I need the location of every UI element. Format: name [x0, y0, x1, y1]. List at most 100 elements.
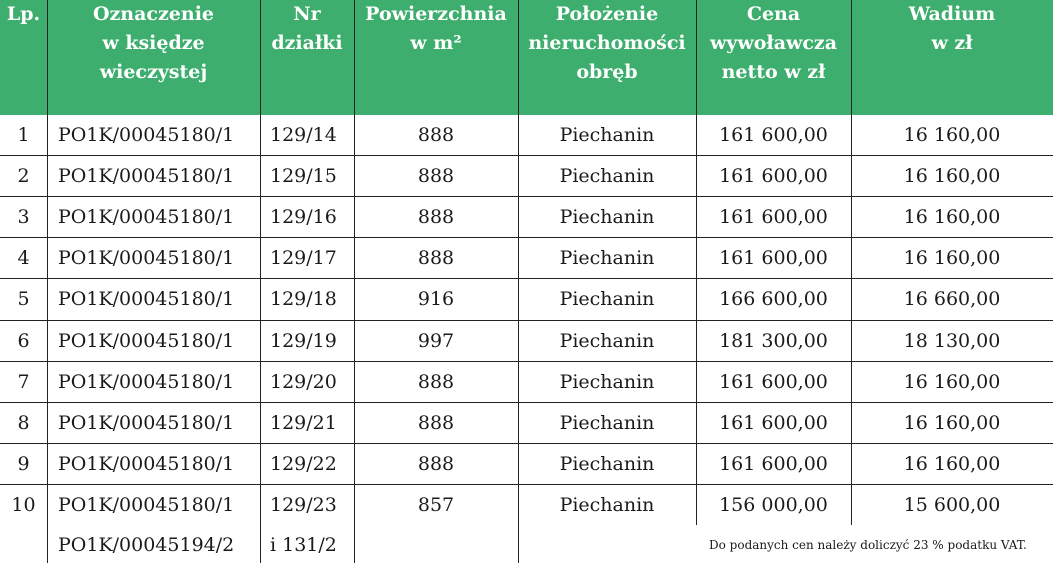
- header-obreb-line2: nieruchomości: [528, 32, 686, 54]
- cell-obreb: Piechanin: [559, 288, 655, 311]
- header-ksiega-line1: Oznaczenie: [92, 3, 215, 25]
- header-obreb-line1: Położenie: [555, 3, 659, 25]
- grid-vline: [47, 0, 48, 563]
- header-nr-line2: działki: [271, 32, 343, 54]
- header-cena-line2: wywoławcza: [709, 32, 838, 54]
- cell-nr: 129/21: [270, 411, 337, 434]
- cell-ksiega: PO1K/00045180/1: [58, 288, 235, 311]
- cell-lp: 9: [17, 452, 30, 475]
- header-wadium: Wadium w zł: [851, 0, 1053, 115]
- cell-nr: 129/18: [270, 288, 337, 311]
- cell-obreb: Piechanin: [559, 411, 655, 434]
- cell-obreb: Piechanin: [559, 165, 655, 188]
- cell-pow: 888: [417, 452, 455, 475]
- grid-hline: [0, 155, 1053, 156]
- cell-cena: 166 600,00: [719, 288, 828, 311]
- cell-lp: 4: [17, 247, 30, 270]
- cell-ksiega: PO1K/00045180/1: [58, 206, 235, 229]
- cell-lp: 7: [17, 370, 30, 393]
- grid-vline: [851, 0, 852, 525]
- cell-nr: 129/14: [270, 124, 337, 146]
- header-pow-line1: Powierzchnia: [365, 3, 507, 25]
- cell-wadium: 16 160,00: [903, 206, 1001, 229]
- cell-cena: 161 600,00: [719, 411, 828, 434]
- header-wadium-line1: Wadium: [908, 3, 996, 25]
- cell-cena: 161 600,00: [719, 206, 828, 229]
- cell-ksiega: PO1K/00045180/1: [58, 165, 235, 188]
- cell-pow: 888: [417, 206, 455, 229]
- cell-ksiega: PO1K/00045180/1: [58, 370, 235, 393]
- cell-nr: 129/17: [270, 247, 337, 270]
- cell-cena: 161 600,00: [719, 247, 828, 270]
- header-pow: Powierzchnia w m²: [354, 0, 518, 115]
- grid-vline: [354, 0, 355, 563]
- header-obreb-line3: obręb: [576, 61, 638, 83]
- cell-pow: 916: [417, 288, 455, 311]
- cell-lp: 10: [11, 493, 36, 516]
- header-cena-line3: netto w zł: [721, 61, 826, 83]
- header-wadium-line2: w zł: [931, 32, 973, 54]
- cell-obreb: Piechanin: [559, 370, 655, 393]
- cell-obreb: Piechanin: [559, 329, 655, 352]
- cell-ksiega: PO1K/00045180/1: [58, 493, 235, 516]
- cell-wadium: 18 130,00: [903, 329, 1001, 352]
- cell-pow: 888: [417, 411, 455, 434]
- cell-lp: 5: [17, 288, 30, 311]
- cell-wadium: 16 160,00: [903, 452, 1001, 475]
- cell-wadium: 15 600,00: [903, 493, 1001, 516]
- cell-cena: 161 600,00: [719, 452, 828, 475]
- cell-nr: 129/16: [270, 206, 337, 229]
- cell-pow: 857: [417, 493, 455, 516]
- grid-hline: [0, 237, 1053, 238]
- cell-cena: 161 600,00: [719, 124, 828, 146]
- grid-hline: [0, 278, 1053, 279]
- header-lp: Lp.: [0, 0, 47, 115]
- cell-pow: 888: [417, 247, 455, 270]
- cell-wadium: 16 160,00: [903, 165, 1001, 188]
- extra-nr: i 131/2: [270, 534, 337, 556]
- header-obreb: Położenie nieruchomości obręb: [518, 0, 696, 115]
- header-ksiega-line3: wieczystej: [99, 61, 208, 83]
- cell-obreb: Piechanin: [559, 247, 655, 270]
- cell-ksiega: PO1K/00045180/1: [58, 411, 235, 434]
- grid-vline: [260, 0, 261, 563]
- grid-hline: [0, 361, 1053, 362]
- grid-vline: [518, 0, 519, 563]
- cell-wadium: 16 160,00: [903, 124, 1001, 146]
- table-header: [0, 0, 1053, 115]
- cell-ksiega: PO1K/00045180/1: [58, 329, 235, 352]
- cell-nr: 129/22: [270, 452, 337, 475]
- header-nr-line1: Nr: [293, 3, 321, 25]
- cell-pow: 997: [417, 329, 455, 352]
- cell-ksiega: PO1K/00045180/1: [58, 452, 235, 475]
- cell-lp: 8: [17, 411, 30, 434]
- header-ksiega: Oznaczenie w księdze wieczystej: [47, 0, 260, 115]
- cell-wadium: 16 660,00: [903, 288, 1001, 311]
- cell-lp: 3: [17, 206, 30, 229]
- cell-cena: 156 000,00: [719, 493, 828, 516]
- cell-obreb: Piechanin: [559, 452, 655, 475]
- extra-ksiega: PO1K/00045194/2: [58, 534, 235, 556]
- grid-hline: [0, 196, 1053, 197]
- cell-nr: 129/20: [270, 370, 337, 393]
- grid-hline: [0, 443, 1053, 444]
- cell-cena: 161 600,00: [719, 165, 828, 188]
- header-cena-line1: Cena: [746, 3, 801, 25]
- cell-pow: 888: [417, 124, 455, 146]
- header-pow-line2: w m²: [410, 32, 462, 54]
- cell-wadium: 16 160,00: [903, 411, 1001, 434]
- cell-obreb: Piechanin: [559, 493, 655, 516]
- grid-hline: [0, 402, 1053, 403]
- cell-nr: 129/15: [270, 165, 337, 188]
- cell-pow: 888: [417, 165, 455, 188]
- cell-obreb: Piechanin: [559, 206, 655, 229]
- cell-wadium: 16 160,00: [903, 247, 1001, 270]
- cell-lp: 2: [17, 165, 30, 188]
- cell-wadium: 16 160,00: [903, 370, 1001, 393]
- header-cena: Cena wywoławcza netto w zł: [696, 0, 851, 115]
- cell-ksiega: PO1K/00045180/1: [58, 124, 235, 146]
- cell-cena: 161 600,00: [719, 370, 828, 393]
- header-lp-text: Lp.: [6, 3, 41, 25]
- grid-hline: [0, 484, 1053, 485]
